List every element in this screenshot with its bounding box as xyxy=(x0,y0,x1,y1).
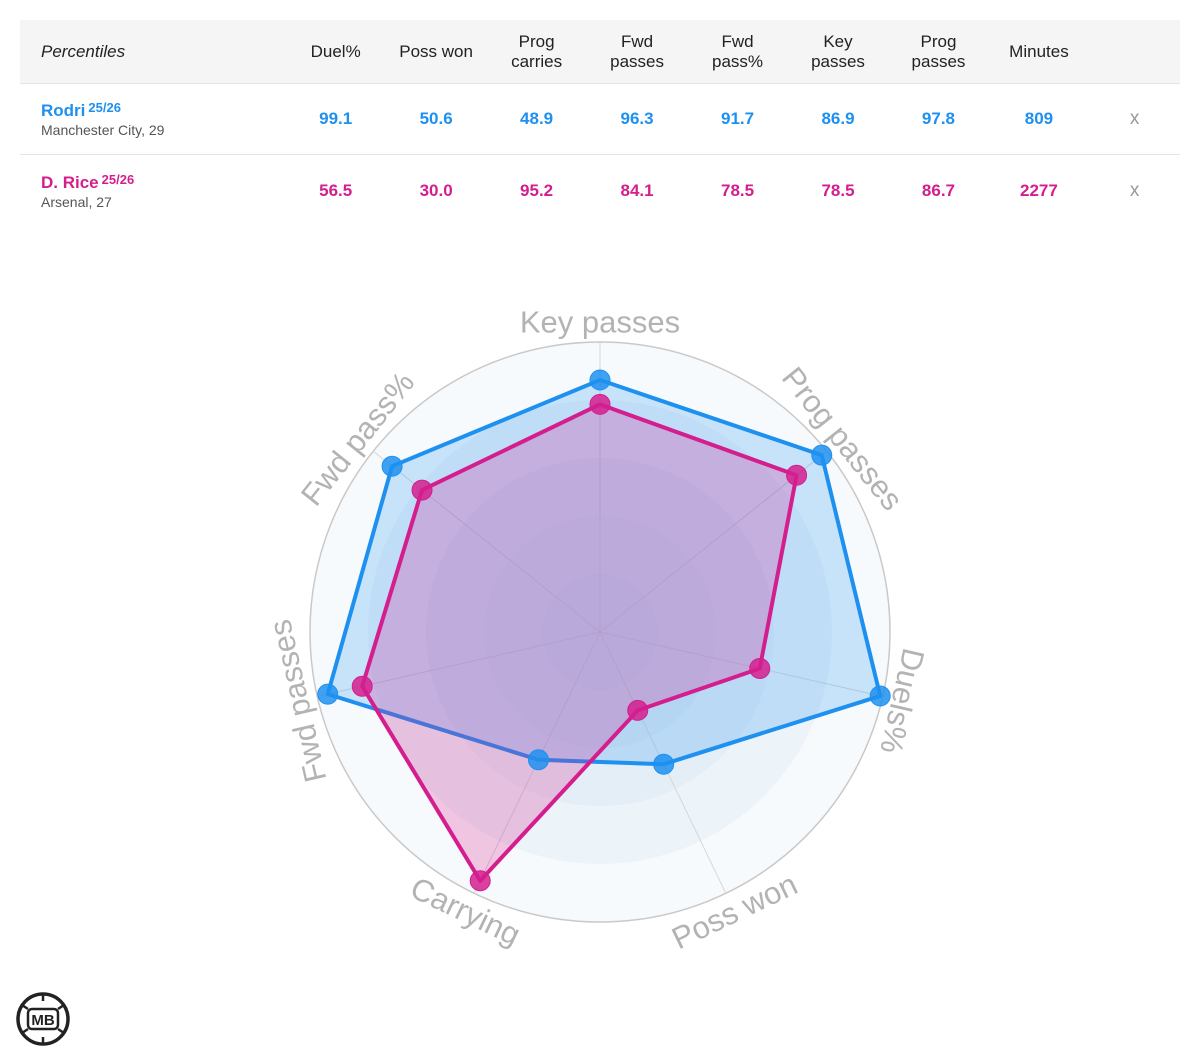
column-header-prog-carries: Prog carries xyxy=(511,31,563,71)
percentiles-label: Percentiles xyxy=(41,41,126,61)
value-key-passes: 86.9 xyxy=(821,109,855,128)
axis-label: Duels% xyxy=(873,645,931,757)
column-header-fwd-passes: Fwd passes xyxy=(610,31,664,71)
value-prog-passes: 97.8 xyxy=(921,109,956,128)
player-name[interactable]: D. Rice xyxy=(41,172,99,192)
value-fwd-passes: 84.1 xyxy=(620,180,654,200)
radar-spoke xyxy=(473,631,601,894)
column-header-minutes: Minutes xyxy=(1009,41,1069,61)
player-cell: D. Rice 25/26 Arsenal, 27 xyxy=(20,172,285,210)
value-prog-carries: 48.9 xyxy=(520,109,554,128)
player-season: 25/26 xyxy=(88,100,121,115)
data-point-rodri[interactable] xyxy=(653,753,675,775)
radar-ring xyxy=(484,516,716,748)
axis-label: Fwd passes xyxy=(262,616,333,785)
header-label-cell: Percentiles xyxy=(20,42,285,62)
axis-label: Poss won xyxy=(666,866,802,956)
data-point-rodri[interactable] xyxy=(527,749,549,771)
radar-spoke xyxy=(599,631,883,698)
data-point-rodri[interactable] xyxy=(317,683,339,705)
data-point-rice[interactable] xyxy=(786,464,808,486)
axis-label: Carrying xyxy=(405,870,526,952)
value-poss-won: 30.0 xyxy=(419,180,453,200)
column-header-key-passes: Key passes xyxy=(811,31,865,71)
value-fwd-pass-pct: 91.7 xyxy=(720,109,755,128)
player-club: Arsenal, 27 xyxy=(41,193,112,210)
player-name[interactable]: Rodri xyxy=(41,101,86,120)
column-header-fwd-pass-pct: Fwd pass% xyxy=(712,31,764,71)
remove-player-button[interactable]: x xyxy=(1129,179,1140,201)
logo-text: MB xyxy=(31,1012,54,1029)
radar-spoke xyxy=(599,631,727,894)
table-header: Percentiles Duel% Poss won Prog carries … xyxy=(20,20,1180,84)
data-point-rice[interactable] xyxy=(627,699,649,721)
data-point-rodri[interactable] xyxy=(589,369,611,391)
data-point-rice[interactable] xyxy=(411,479,433,501)
data-point-rice[interactable] xyxy=(469,870,491,892)
table-row-rice: D. Rice 25/26 Arsenal, 27 56.5 30.0 95.2 … xyxy=(20,155,1180,226)
series-polygon-rice xyxy=(360,402,799,883)
radar-ring xyxy=(426,458,774,806)
percentiles-table: Percentiles Duel% Poss won Prog carries … xyxy=(20,20,1180,226)
value-prog-carries: 95.2 xyxy=(520,180,554,200)
radar-spoke xyxy=(599,450,828,633)
value-fwd-pass-pct: 78.5 xyxy=(720,180,755,200)
data-point-rodri[interactable] xyxy=(811,444,833,466)
data-point-rice[interactable] xyxy=(351,675,373,697)
data-point-rice[interactable] xyxy=(749,657,771,679)
radar-spoke xyxy=(317,631,601,698)
player-cell: Rodri 25/26 Manchester City, 29 xyxy=(20,100,285,138)
series-polygon-rodri xyxy=(325,377,883,767)
value-minutes: 809 xyxy=(1024,109,1054,128)
radar-spoke xyxy=(372,450,601,633)
column-header-prog-passes: Prog passes xyxy=(911,31,966,71)
value-minutes: 2277 xyxy=(1020,180,1058,200)
mb-logo-icon: MB xyxy=(16,992,70,1046)
column-header-duel-pct: Duel% xyxy=(310,41,361,61)
radar-ring xyxy=(368,400,832,864)
radar-ring xyxy=(309,341,891,923)
column-header-poss-won: Poss won xyxy=(399,41,473,61)
value-duel-pct: 56.5 xyxy=(319,180,353,200)
player-club: Manchester City, 29 xyxy=(41,122,165,138)
data-point-rice[interactable] xyxy=(589,393,611,415)
data-point-rodri[interactable] xyxy=(869,685,891,707)
axis-label: Prog passes xyxy=(775,360,910,517)
value-prog-passes: 86.7 xyxy=(921,180,956,200)
value-duel-pct: 99.1 xyxy=(319,109,353,128)
radar-ring xyxy=(542,574,658,690)
value-fwd-passes: 96.3 xyxy=(620,109,654,128)
axis-label: Fwd pass% xyxy=(294,365,421,512)
player-season: 25/26 xyxy=(101,171,135,187)
data-point-rodri[interactable] xyxy=(381,455,403,477)
axis-label: Key passes xyxy=(520,305,680,340)
value-key-passes: 78.5 xyxy=(821,180,855,200)
table-row-rodri: Rodri 25/26 Manchester City, 29 99.1 50.6… xyxy=(20,84,1180,155)
remove-player-button[interactable]: x xyxy=(1129,108,1140,129)
value-poss-won: 50.6 xyxy=(419,109,453,128)
